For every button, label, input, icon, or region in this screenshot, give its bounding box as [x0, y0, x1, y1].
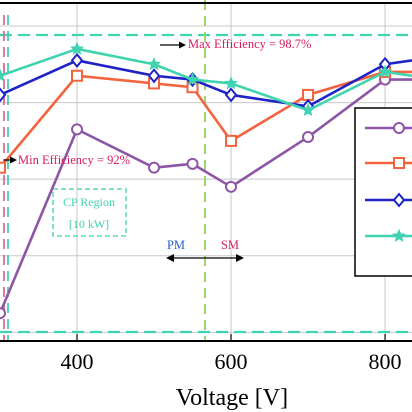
legend-marker-2 — [393, 157, 405, 169]
cp-region-box — [52, 188, 127, 237]
legend-marker-3 — [392, 192, 406, 208]
region-boundaries — [0, 0, 412, 340]
series-3-point-2 — [70, 52, 84, 69]
series-1-point-5 — [225, 180, 238, 193]
series-1-point-2 — [71, 123, 84, 136]
series-2-point-6 — [302, 88, 315, 101]
series-3-point-5 — [224, 87, 238, 103]
max-efficiency-arrowhead — [179, 41, 186, 49]
series-1-point-3 — [148, 161, 161, 174]
series-2-point-5 — [225, 134, 238, 147]
series-4-point-6 — [301, 102, 315, 117]
series-3-line — [0, 59, 412, 108]
plot-frame — [0, 2, 412, 342]
max-efficiency-label: Max Efficiency = 98.7% — [188, 37, 311, 51]
sm-label: SM — [221, 238, 239, 252]
series-2-line — [0, 70, 412, 169]
min-efficiency-arrowhead — [10, 156, 17, 164]
x-tick-label-800: 800 — [369, 349, 402, 374]
series-4-line — [0, 47, 412, 112]
legend-marker-4 — [392, 228, 406, 242]
series-2-point-1 — [0, 161, 6, 174]
pm-label: PM — [167, 238, 185, 252]
min-efficiency-label: Min Efficiency = 92% — [18, 153, 130, 167]
sm-arrowhead — [236, 254, 244, 262]
annotations: Max Efficiency = 98.7% Min Efficiency = … — [4, 37, 311, 262]
series-4-point-3 — [147, 56, 161, 71]
series-2-point-2 — [71, 69, 84, 82]
series-4-point-7 — [378, 64, 392, 78]
series-layer — [0, 41, 412, 320]
series-1-point-4 — [186, 157, 199, 170]
legend-box — [354, 107, 412, 277]
series-4-point-1 — [0, 68, 7, 82]
legend-marker-1 — [393, 122, 405, 134]
legend-items — [365, 122, 412, 242]
series-4-point-4 — [185, 72, 200, 86]
x-axis-ticks: 400 600 800 — [61, 334, 402, 374]
series-1-line — [0, 78, 412, 314]
series-3-point-3 — [147, 68, 161, 84]
series-4-point-2 — [70, 41, 84, 55]
series-1-point-1 — [0, 307, 6, 320]
pm-arrowhead — [166, 254, 174, 262]
x-axis-label: Voltage [V] — [176, 385, 288, 411]
series-1-point-6 — [302, 131, 315, 144]
x-tick-label-600: 600 — [215, 349, 248, 374]
cp-region-label-line1: CP Region — [63, 195, 115, 209]
series-3-point-1 — [0, 87, 7, 103]
cp-region-label-line2: [10 kW] — [69, 217, 109, 231]
series-4-point-5 — [224, 76, 238, 90]
legend — [354, 107, 412, 277]
x-tick-label-400: 400 — [61, 349, 94, 374]
